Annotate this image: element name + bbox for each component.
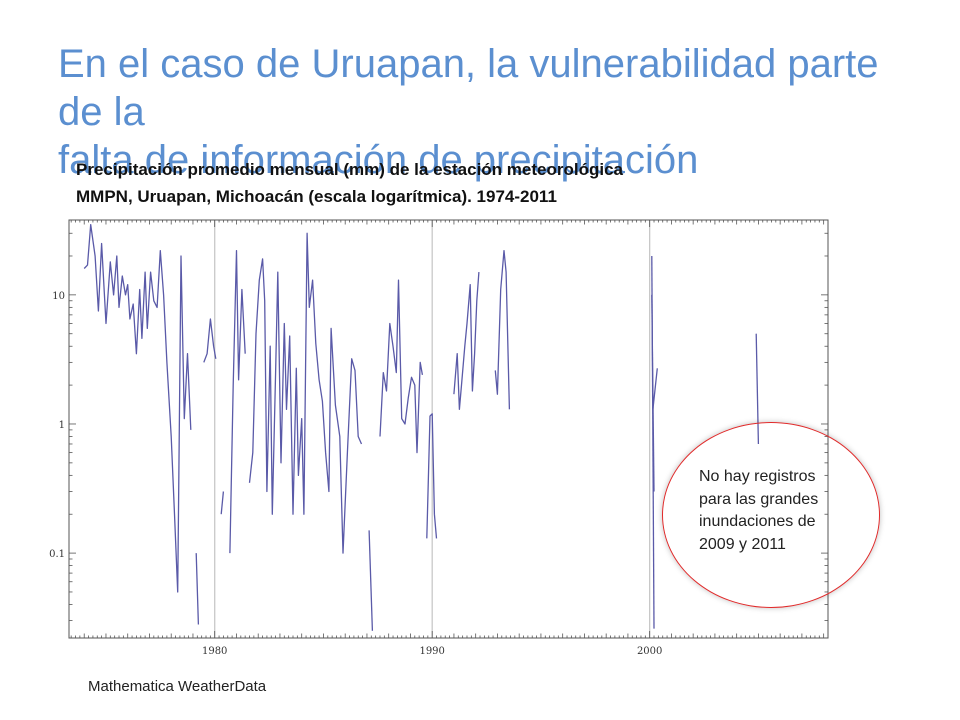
annotation-line-2: para las grandes	[699, 490, 819, 508]
y-tick-label-1: 1	[59, 420, 65, 431]
x-tick-label-1980: 1980	[202, 646, 227, 657]
annotation-circle	[662, 422, 880, 608]
series-line-segment-3	[203, 318, 217, 363]
series-line-segment-2	[195, 553, 200, 625]
series-line-segment-9	[426, 413, 438, 539]
series-line-segment-13	[651, 294, 655, 492]
annotation-line-1: No hay registros	[699, 468, 816, 485]
annotation-text: No hay registros para las grandes inunda…	[699, 466, 869, 556]
annotation-line-3: inundaciones de	[699, 513, 816, 530]
slide-title-line-2: falta de información de precipitación	[58, 138, 699, 182]
series-line-segment-7	[368, 530, 374, 631]
series-line-segment-11	[494, 249, 511, 410]
plot-frame	[68, 219, 829, 639]
series-line-segment-10	[453, 272, 480, 410]
chart-title-line-1: Precipitación promedio mensual (mm) de l…	[76, 160, 623, 179]
annotation-line-4: 2009 y 2011	[699, 535, 786, 553]
slide-title-line-1: En el caso de Uruapan, la vulnerabilidad…	[58, 42, 879, 134]
series-line-segment-8	[379, 279, 424, 454]
series-line-segment-14	[652, 368, 658, 410]
x-tick-label-1990: 1990	[419, 646, 444, 657]
series-line-segment-4	[220, 491, 225, 515]
series-line-segment-1	[83, 223, 192, 593]
y-tick-label-0.1: 0.1	[49, 549, 65, 560]
source-credit: Mathematica WeatherData	[88, 678, 267, 695]
chart-title-line-2: MMPN, Uruapan, Michoacán (escala logarít…	[76, 187, 557, 206]
chart-title: Precipitación promedio mensual (mm) de l…	[76, 156, 796, 210]
series-line-segment-6	[248, 232, 363, 554]
x-tick-label-2000: 2000	[637, 646, 662, 657]
y-tick-label-10: 10	[52, 291, 65, 302]
slide-title: En el caso de Uruapan, la vulnerabilidad…	[58, 40, 918, 184]
series-line-segment-5	[229, 249, 246, 554]
